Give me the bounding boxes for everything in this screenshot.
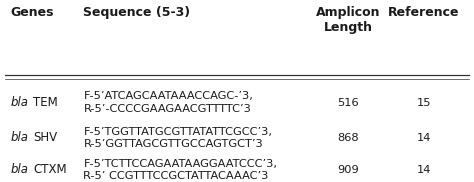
Text: 868: 868 [337,133,359,143]
Text: 14: 14 [417,165,431,175]
Text: 14: 14 [417,133,431,143]
Text: Reference: Reference [388,6,459,19]
Text: F-5’ATCAGCAATAAACCAGC-’3,: F-5’ATCAGCAATAAACCAGC-’3, [83,91,253,101]
Text: 15: 15 [417,98,431,108]
Text: bla: bla [10,131,28,145]
Text: 516: 516 [337,98,359,108]
Text: CTXM: CTXM [33,163,67,176]
Text: R-5’GGTTAGCGTTGCCAGTGCT’3: R-5’GGTTAGCGTTGCCAGTGCT’3 [83,139,263,149]
Text: 909: 909 [337,165,359,175]
Text: Genes: Genes [10,6,54,19]
Text: Amplicon
Length: Amplicon Length [316,6,380,34]
Text: Sequence (5-3): Sequence (5-3) [83,6,191,19]
Text: TEM: TEM [33,96,58,109]
Text: bla: bla [10,96,28,109]
Text: bla: bla [10,163,28,176]
Text: SHV: SHV [33,131,57,145]
Text: R-5’-CCCCGAAGAACGTTTTC’3: R-5’-CCCCGAAGAACGTTTTC’3 [83,104,251,114]
Text: F-5’TCTTCCAGAATAAGGAATCCC’3,: F-5’TCTTCCAGAATAAGGAATCCC’3, [83,159,277,169]
Text: F-5’TGGTTATGCGTTATATTCGCC’3,: F-5’TGGTTATGCGTTATATTCGCC’3, [83,127,273,137]
Text: R-5’ CCGTTTCCGCTATTACAAAC’3: R-5’ CCGTTTCCGCTATTACAAAC’3 [83,171,269,181]
